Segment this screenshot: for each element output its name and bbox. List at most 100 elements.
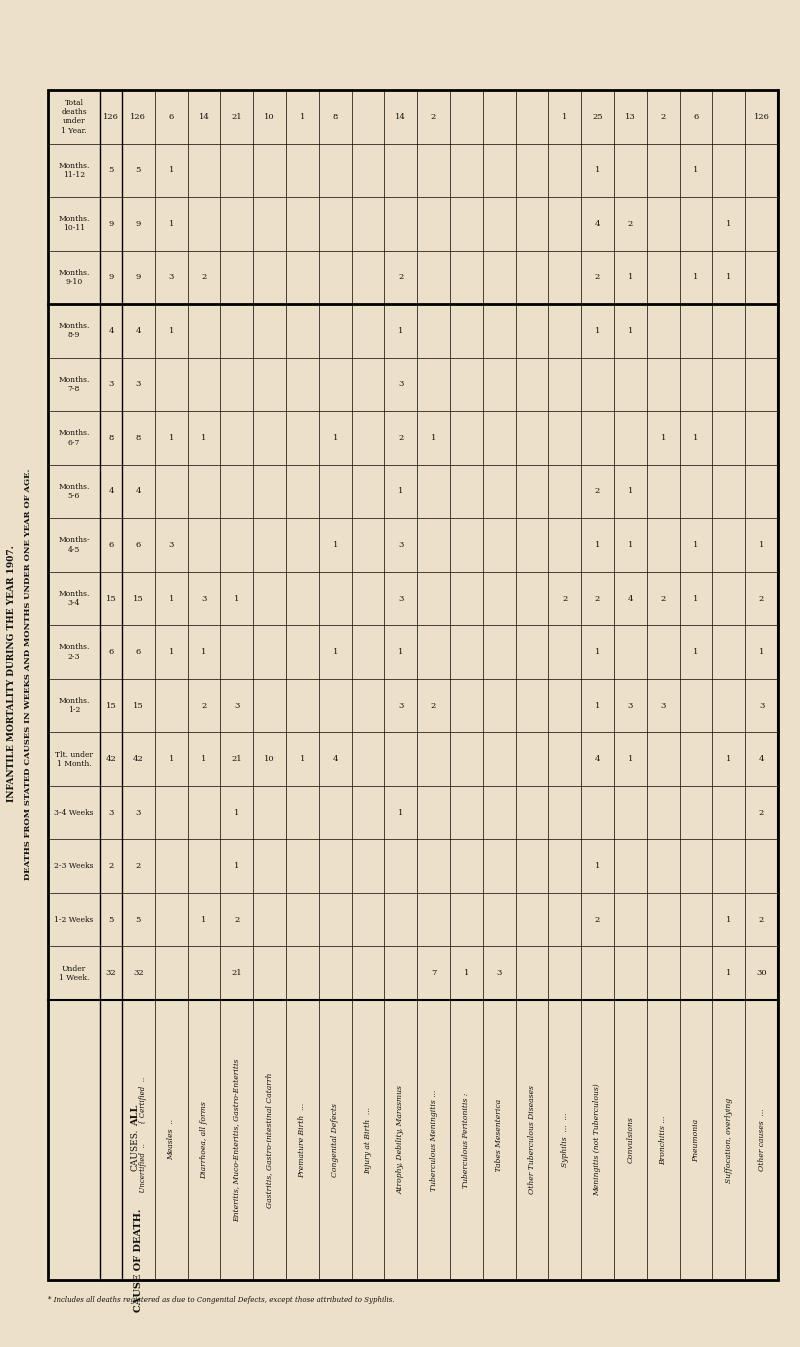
Text: 1: 1 [333,434,338,442]
Text: 1: 1 [169,648,174,656]
Text: Suffocation, overlying: Suffocation, overlying [725,1098,733,1183]
Text: 1: 1 [595,702,600,710]
Text: 6: 6 [136,648,141,656]
Text: 1: 1 [726,756,731,764]
Text: Months.
2-3: Months. 2-3 [58,644,90,660]
Text: 6: 6 [108,648,114,656]
Text: Tlt. under
1 Month.: Tlt. under 1 Month. [55,750,93,768]
Text: 1: 1 [234,594,239,602]
Text: Meningitis (not Tuberculous): Meningitis (not Tuberculous) [594,1083,602,1196]
Text: Other Tuberculous Diseases: Other Tuberculous Diseases [528,1086,536,1195]
Text: Under
1 Week.: Under 1 Week. [59,964,89,982]
Text: * Includes all deaths registered as due to Congenital Defects, except those attr: * Includes all deaths registered as due … [48,1296,394,1304]
Text: ALL: ALL [130,1105,140,1126]
Text: 3: 3 [108,380,114,388]
Text: INFANTILE MORTALITY DURING THE YEAR 1907.: INFANTILE MORTALITY DURING THE YEAR 1907… [7,546,17,803]
Text: 1: 1 [333,648,338,656]
Text: 1: 1 [694,166,698,174]
Text: 3: 3 [661,702,666,710]
Text: 14: 14 [395,113,406,121]
Text: 1: 1 [202,756,206,764]
Text: 21: 21 [231,113,242,121]
Text: 2: 2 [562,594,567,602]
Text: 1: 1 [595,648,600,656]
Text: 9: 9 [108,220,114,228]
Text: Injury at Birth  ...: Injury at Birth ... [364,1106,372,1173]
Text: Measles  ..: Measles .. [167,1119,175,1161]
Text: 2: 2 [759,808,764,816]
Text: Bronchitis ...: Bronchitis ... [659,1115,667,1165]
Text: 1: 1 [398,648,403,656]
Text: Months-
4-5: Months- 4-5 [58,536,90,554]
Text: 8: 8 [136,434,141,442]
Text: 1: 1 [628,273,633,282]
Text: Tabes Mesenterica: Tabes Mesenterica [495,1099,503,1181]
Text: 1: 1 [595,541,600,550]
Text: 2: 2 [661,113,666,121]
Text: 30: 30 [756,970,767,977]
Text: 1: 1 [694,541,698,550]
Text: 1: 1 [726,916,731,924]
Text: Months.
1-2: Months. 1-2 [58,696,90,714]
Text: 1: 1 [169,166,174,174]
Text: 1: 1 [726,273,731,282]
Text: 2: 2 [202,702,206,710]
Text: 2: 2 [136,862,141,870]
Text: { Certified  ..: { Certified .. [139,1076,147,1123]
Text: 4: 4 [108,488,114,496]
Text: 4: 4 [136,488,141,496]
Text: 1: 1 [726,220,731,228]
Text: Atrophy, Debility, Marasmus: Atrophy, Debility, Marasmus [397,1086,405,1195]
Text: 1: 1 [595,166,600,174]
Text: 2: 2 [202,273,206,282]
Text: 2: 2 [595,594,600,602]
Text: 2: 2 [431,113,436,121]
Text: 32: 32 [106,970,116,977]
Bar [48,90,778,1280]
Text: 3: 3 [398,594,403,602]
Text: 2: 2 [398,273,403,282]
Text: Gastritis, Gastro-intestinal Catarrh: Gastritis, Gastro-intestinal Catarrh [266,1072,274,1208]
Text: 3: 3 [169,273,174,282]
Text: 5: 5 [136,166,141,174]
Text: Other causes  ...: Other causes ... [758,1109,766,1172]
Text: Syphilis  ...  ...: Syphilis ... ... [561,1113,569,1168]
Text: 21: 21 [231,756,242,764]
Text: 3: 3 [759,702,764,710]
Text: 1: 1 [202,648,206,656]
Text: 1: 1 [759,541,764,550]
Text: 1: 1 [562,113,567,121]
Text: Months.
8-9: Months. 8-9 [58,322,90,339]
Text: Tuberculous Meningitis ...: Tuberculous Meningitis ... [430,1090,438,1191]
Text: 3: 3 [497,970,502,977]
Text: 10: 10 [264,113,275,121]
Text: 2: 2 [661,594,666,602]
Text: 21: 21 [231,970,242,977]
Text: 3: 3 [169,541,174,550]
Text: 1: 1 [661,434,666,442]
Text: 1: 1 [234,862,239,870]
Text: 1: 1 [202,916,206,924]
Text: 10: 10 [264,756,275,764]
Text: 2: 2 [595,273,600,282]
Text: 1: 1 [595,862,600,870]
Text: 1: 1 [169,220,174,228]
Text: 4: 4 [595,220,600,228]
Text: 8: 8 [108,434,114,442]
Text: 4: 4 [595,756,600,764]
Text: 1: 1 [464,970,469,977]
Text: 9: 9 [136,273,141,282]
Text: 1-2 Weeks: 1-2 Weeks [54,916,94,924]
Text: 2: 2 [108,862,114,870]
Text: Months.
10-11: Months. 10-11 [58,216,90,233]
Text: Months.
5-6: Months. 5-6 [58,482,90,500]
Text: 4: 4 [108,327,114,335]
Text: 15: 15 [106,594,116,602]
Text: Months.
7-8: Months. 7-8 [58,376,90,393]
Text: 14: 14 [198,113,210,121]
Text: 4: 4 [136,327,141,335]
Text: 15: 15 [106,702,116,710]
Text: 1: 1 [628,488,633,496]
Text: Premature Birth  ...: Premature Birth ... [298,1102,306,1177]
Text: 5: 5 [108,166,114,174]
